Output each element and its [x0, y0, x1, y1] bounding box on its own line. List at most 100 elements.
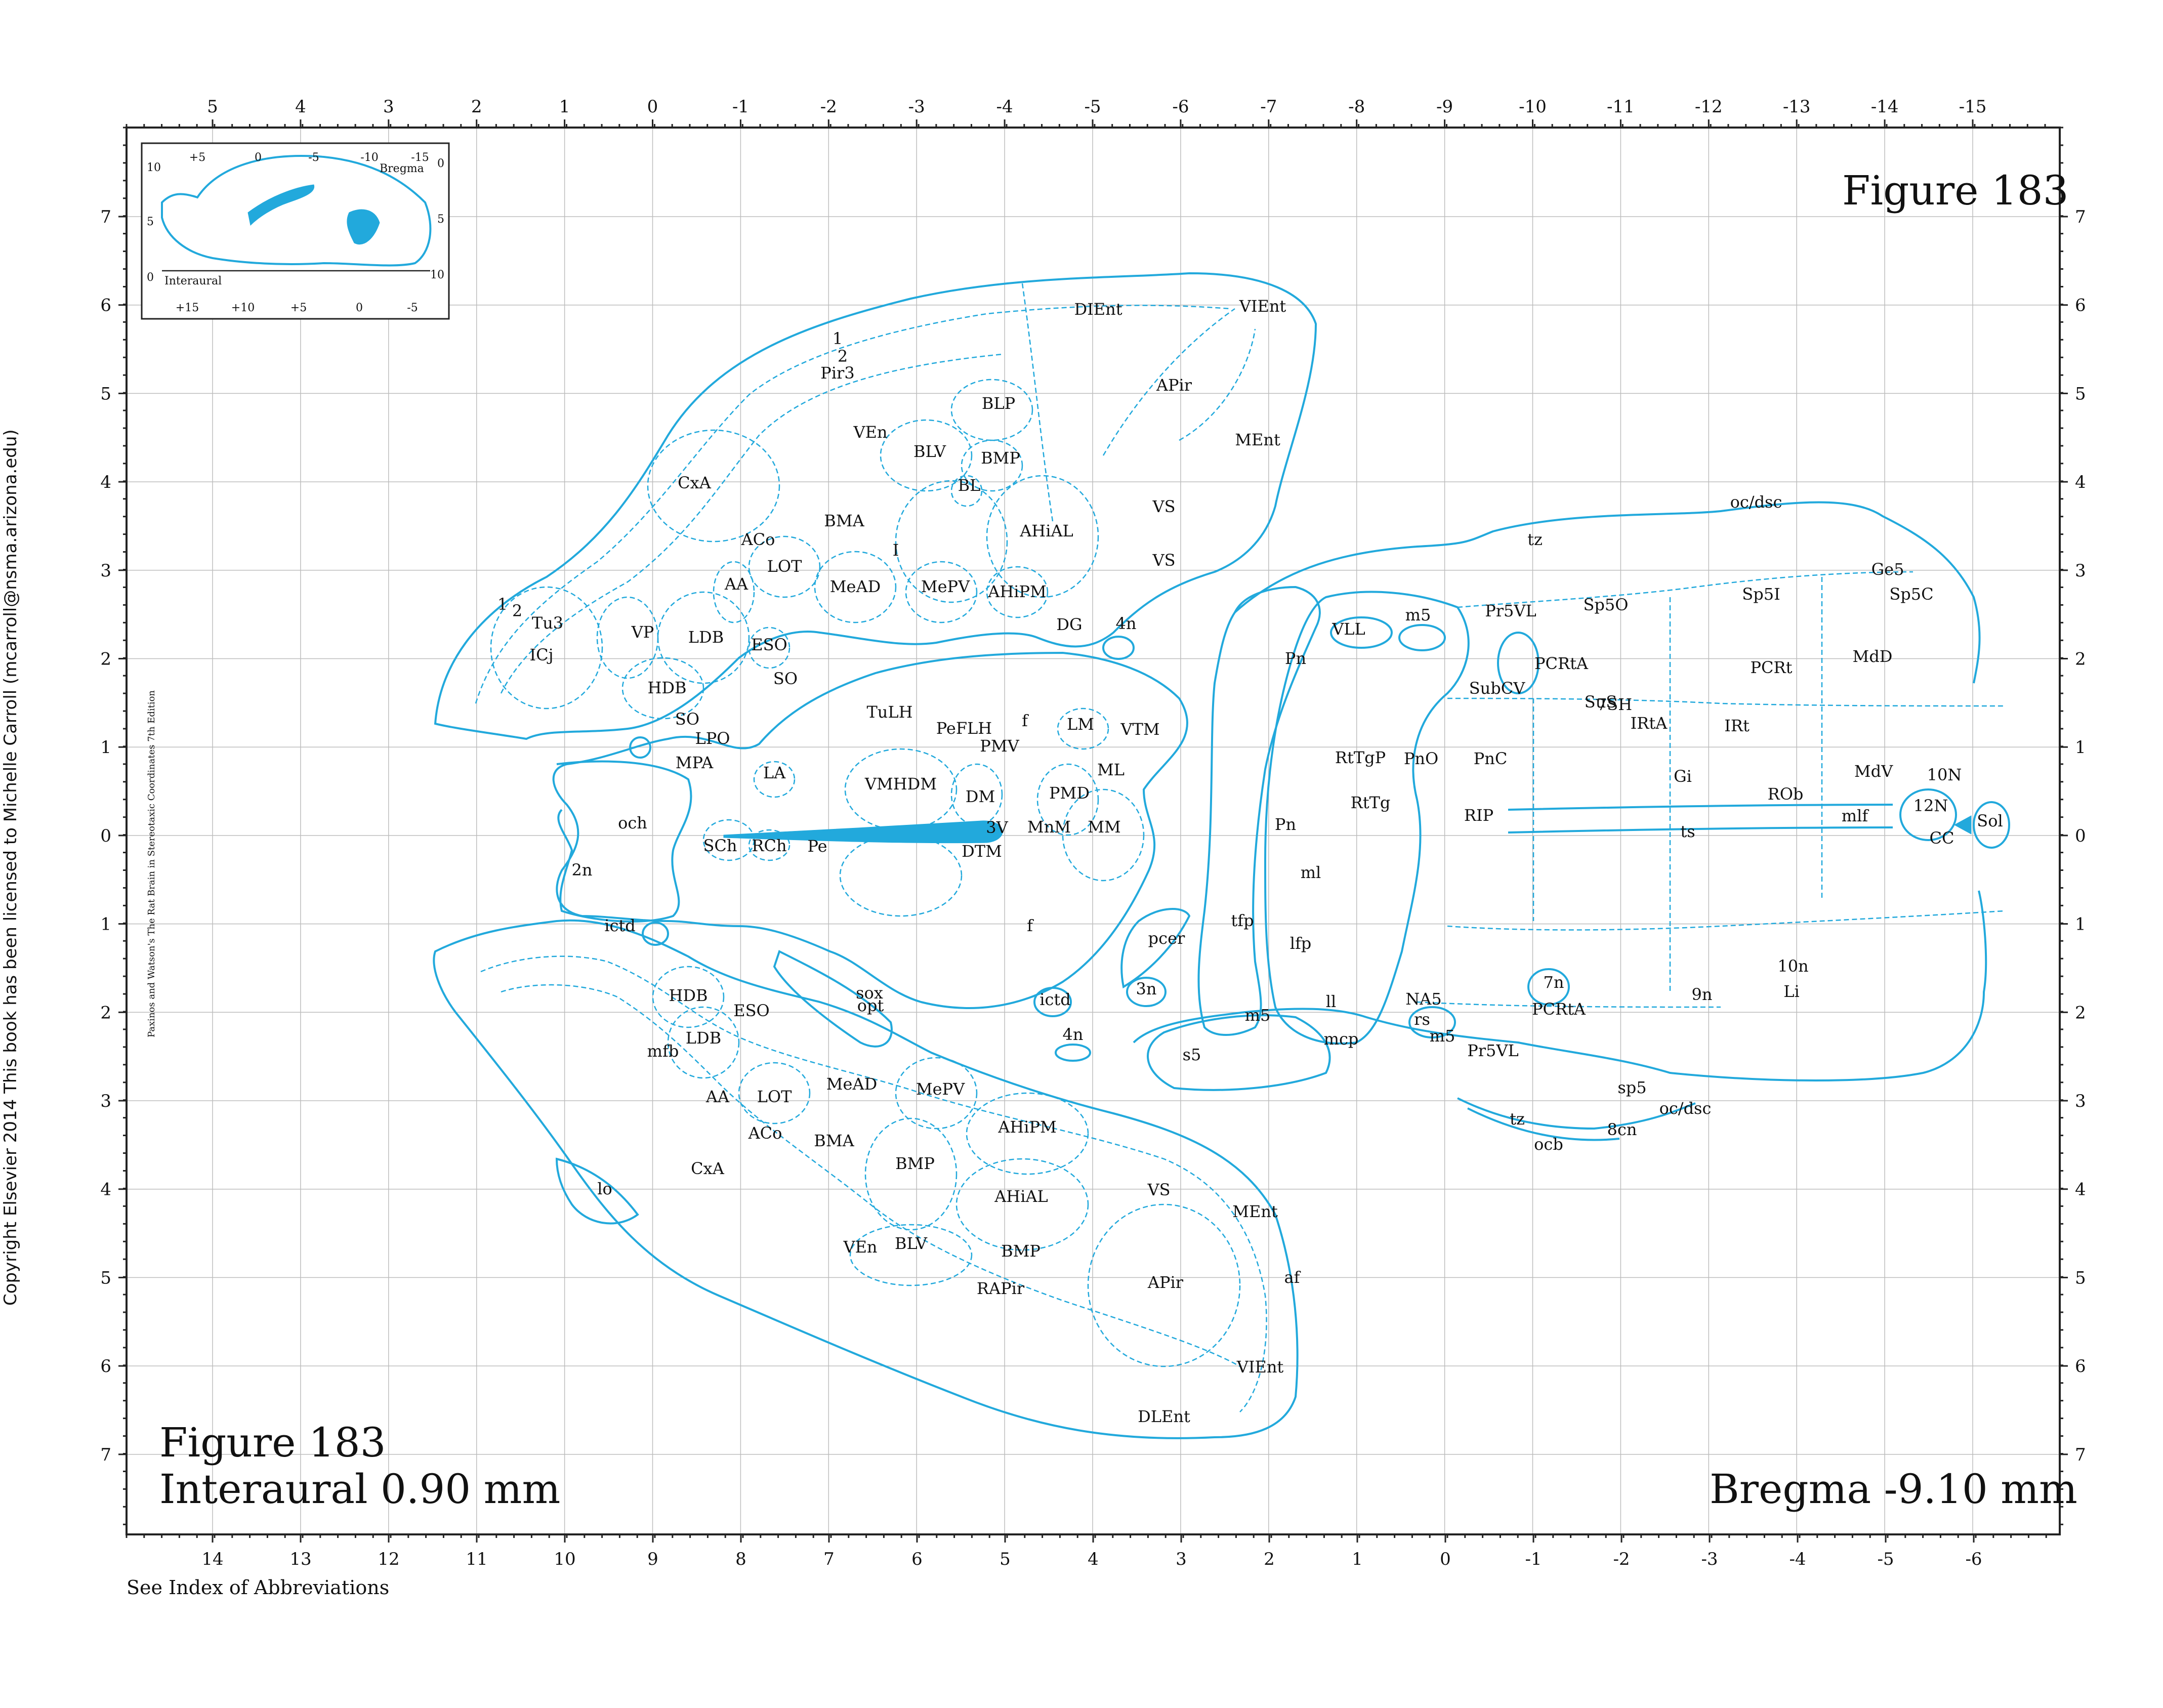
- bottom-tick-label: 0: [1440, 1549, 1451, 1569]
- structure-label-upper: VIEnt: [1239, 297, 1286, 316]
- structure-label-brainstem: 10N: [1927, 765, 1962, 784]
- structure-label-upper: 2: [838, 347, 848, 366]
- right-tick-label: 1: [2075, 737, 2086, 758]
- structure-label-upper: 4n: [1116, 614, 1137, 633]
- structure-label-brainstem: oc/dsc: [1730, 492, 1782, 512]
- bottom-tick-label: 12: [378, 1549, 399, 1569]
- structure-label-upper: AHiAL: [1019, 521, 1073, 540]
- structure-label-brainstem: mlf: [1842, 806, 1869, 825]
- s5-region: [1146, 1014, 1331, 1091]
- top-tick-label: -6: [1172, 97, 1189, 117]
- bottom-tick-label: 2: [1264, 1549, 1275, 1569]
- interaural-label: Interaural 0.90 mm: [159, 1466, 560, 1513]
- bmp-dash: [961, 439, 1023, 492]
- structure-label-upper: AHiPM: [987, 582, 1047, 601]
- bottom-tick-label: 8: [735, 1549, 746, 1569]
- structure-label-brainstem: 7n: [1544, 973, 1564, 992]
- left-tick-label: 0: [100, 826, 111, 846]
- structure-label-brainstem: Sp5I: [1742, 585, 1780, 604]
- brainstem-lower-outline: [1133, 890, 1987, 1081]
- left-tick-label: 5: [100, 1268, 111, 1288]
- top-tick-label: -2: [820, 97, 837, 117]
- left-tick-label: 7: [100, 1445, 111, 1465]
- structure-label-middle: MM: [1088, 817, 1121, 837]
- bottom-tick-label: 6: [911, 1549, 923, 1569]
- structure-label-lower: HDB: [669, 986, 708, 1005]
- upper-forebrain-outline: [434, 272, 1317, 740]
- left-tick-label: 6: [100, 1356, 111, 1377]
- inset-tick-labels: +5 0 -5 -10 -15 +15 +10 +5 0 -5 10 5 0 0 5 10: [147, 151, 444, 314]
- structure-label-middle: 3n: [1136, 979, 1157, 998]
- structure-label-upper: Tu3: [532, 613, 563, 633]
- cxa-dash: [647, 429, 780, 543]
- structure-label-brainstem: RtTg: [1351, 793, 1391, 812]
- bottom-tick-label: -2: [1613, 1549, 1630, 1569]
- lower-bmp-dash: [864, 1117, 958, 1231]
- diencephalon-outline: [552, 651, 1188, 1009]
- right-tick-label: 2: [2075, 1003, 2086, 1023]
- structure-label-upper: BLV: [913, 442, 946, 461]
- structure-label-brainstem: m5: [1430, 1026, 1455, 1046]
- tu3-dash: [490, 586, 603, 710]
- lm-dash: [1057, 707, 1109, 750]
- structure-label-upper: BL: [958, 476, 981, 495]
- structure-label-brainstem: RIP: [1464, 806, 1493, 825]
- right-tick-label: 6: [2075, 296, 2086, 316]
- top-tick-label: -8: [1348, 97, 1365, 117]
- left-tick-label: 5: [100, 384, 111, 404]
- pons-outline: [1264, 591, 1470, 1045]
- pcer-band: [1120, 908, 1191, 989]
- structure-label-middle: RCh: [752, 836, 786, 855]
- structure-label-brainstem: SubCV: [1469, 679, 1526, 698]
- structure-label-brainstem: oc/dsc: [1659, 1099, 1712, 1118]
- structure-label-lower: mfb: [647, 1042, 679, 1061]
- left-tick-label: 6: [100, 296, 111, 316]
- structure-label-brainstem: PnO: [1404, 749, 1438, 768]
- right-tick-label: 1: [2075, 914, 2086, 935]
- structure-label-lower: CxA: [691, 1159, 725, 1178]
- structure-label-middle: DM: [966, 787, 995, 806]
- bottom-tick-label: 10: [554, 1549, 575, 1569]
- structure-label-lower: MeAD: [826, 1074, 877, 1094]
- mm-dash: [1062, 788, 1145, 882]
- right-tick-label: 5: [2075, 384, 2086, 404]
- top-tick-label: 3: [383, 97, 394, 117]
- lower-apir-dash: [1087, 1203, 1241, 1367]
- structure-label-upper: APir: [1156, 376, 1192, 395]
- lower-ahipm-dash: [966, 1092, 1089, 1175]
- structure-label-upper: MEnt: [1235, 430, 1280, 449]
- upper-inner-dash: [500, 353, 1003, 694]
- lower-blv-dash: [849, 1224, 973, 1286]
- ictd-lower-ellipse: [1033, 987, 1072, 1017]
- vll-ellipse: [1330, 616, 1393, 649]
- structure-label-lower: VS: [1147, 1180, 1170, 1199]
- copyright-sidebar: Copyright Elsevier 2014 This book has be…: [1, 429, 21, 1306]
- pmd-dash: [1036, 763, 1099, 836]
- structure-label-lower: VEn: [843, 1237, 877, 1257]
- optic-chiasm-outline: [556, 760, 692, 923]
- brain-outlines: [433, 272, 2010, 1439]
- ahial-dash: [986, 475, 1099, 598]
- top-tick-label: -12: [1695, 97, 1723, 117]
- left-tick-label: 1: [100, 737, 111, 758]
- structure-label-brainstem: IRt: [1724, 716, 1750, 735]
- structure-label-brainstem: Sp5C: [1889, 585, 1933, 604]
- top-tick-label: 4: [295, 97, 306, 117]
- lower-lot-dash: [738, 1062, 811, 1124]
- structure-label-brainstem: ROb: [1768, 784, 1804, 804]
- structure-label-brainstem: tfp: [1231, 911, 1254, 930]
- inset-right-tick: 0: [437, 157, 444, 170]
- structure-label-middle: m5: [1245, 1006, 1271, 1025]
- structure-label-brainstem: PCRtA: [1532, 999, 1586, 1019]
- top-tick-label: -1: [732, 97, 749, 117]
- bottom-tick-label: -3: [1701, 1549, 1718, 1569]
- structure-label-upper: BLP: [982, 394, 1015, 413]
- structure-label-brainstem: 9n: [1692, 985, 1713, 1004]
- lower-forebrain-outline: [433, 919, 1299, 1439]
- lower-inner-dash: [501, 984, 1240, 1367]
- structure-label-lower: af: [1284, 1268, 1301, 1287]
- coordinate-grid: [127, 128, 2060, 1534]
- bottom-tick-label: 4: [1088, 1549, 1099, 1569]
- structure-label-brainstem: tz: [1510, 1109, 1525, 1129]
- right-tick-label: 3: [2075, 1091, 2086, 1111]
